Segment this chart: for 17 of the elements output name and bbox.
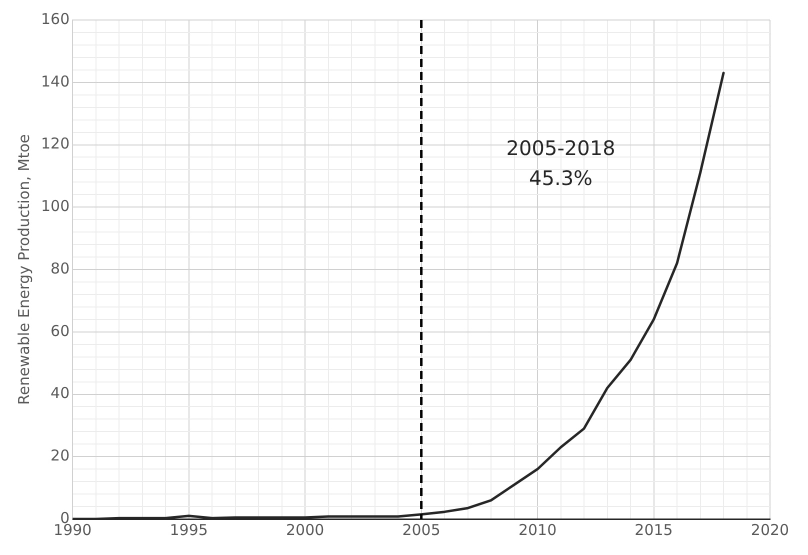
y-tick-label: 20: [50, 446, 70, 465]
y-tick-label: 60: [50, 322, 70, 340]
y-axis-title: Renewable Energy Production, Mtoe: [14, 134, 33, 405]
x-tick-label: 1995: [170, 520, 208, 539]
y-tick-label: 160: [40, 10, 70, 28]
y-tick-label: 120: [40, 134, 70, 153]
x-tick-label: 2010: [518, 520, 557, 539]
annotation: 45.3%: [529, 166, 593, 190]
y-tick-label: 80: [50, 259, 70, 278]
y-tick-label: 140: [40, 72, 70, 90]
x-tick-label: 2000: [286, 520, 324, 539]
y-tick-label: 100: [40, 197, 70, 216]
annotation: 2005-2018: [506, 136, 616, 160]
x-tick-label: 2005: [402, 520, 440, 539]
y-tick-label: 40: [50, 384, 70, 402]
x-tick-label: 2015: [634, 520, 673, 539]
x-tick-label: 2020: [750, 520, 790, 539]
